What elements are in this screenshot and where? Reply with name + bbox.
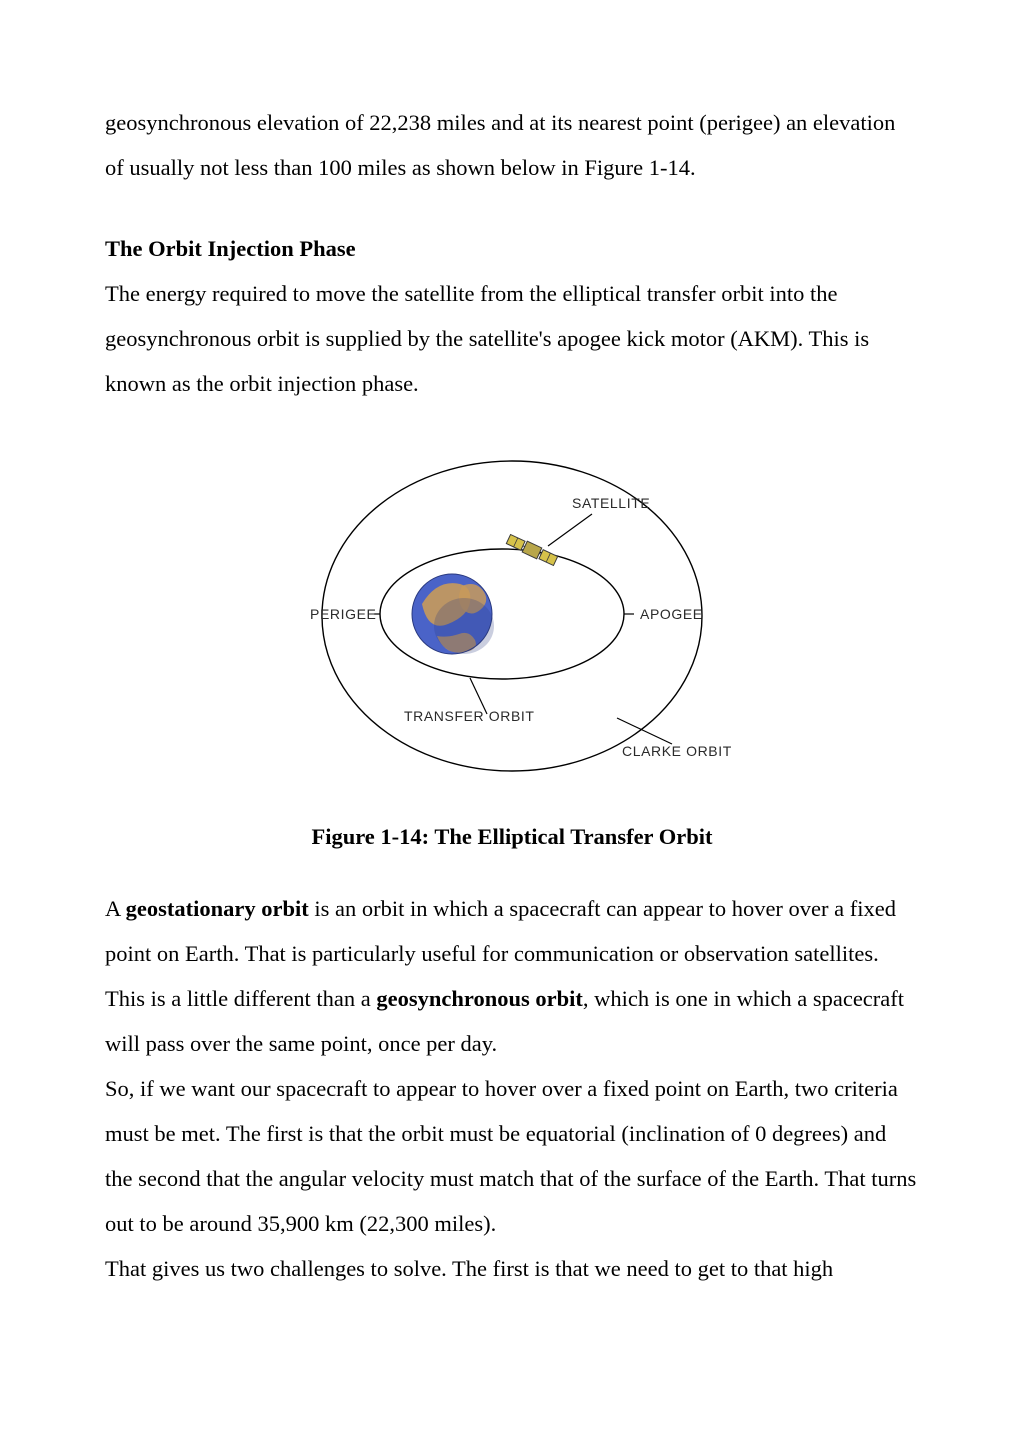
- term-geosynchronous: geosynchronous orbit: [376, 986, 583, 1011]
- section-heading: The Orbit Injection Phase: [105, 226, 919, 271]
- figure-caption: Figure 1-14: The Elliptical Transfer Orb…: [311, 824, 712, 850]
- term-geostationary: geostationary orbit: [126, 896, 309, 921]
- label-apogee: APOGEE: [640, 606, 703, 622]
- label-clarke: CLARKE ORBIT: [622, 743, 732, 759]
- orbit-diagram: SATELLITE APOGEE PERIGEE TRANSFER ORBIT …: [272, 436, 752, 796]
- paragraph-geostationary: A geostationary orbit is an orbit in whi…: [105, 886, 919, 1066]
- earth-icon: [412, 574, 494, 654]
- paragraph-injection: The energy required to move the satellit…: [105, 271, 919, 406]
- page: geosynchronous elevation of 22,238 miles…: [0, 0, 1024, 1449]
- paragraph-challenges: That gives us two challenges to solve. T…: [105, 1246, 919, 1291]
- paragraph-lead: geosynchronous elevation of 22,238 miles…: [105, 100, 919, 190]
- figure-1-14: SATELLITE APOGEE PERIGEE TRANSFER ORBIT …: [105, 436, 919, 850]
- label-transfer: TRANSFER ORBIT: [404, 708, 535, 724]
- text-run: A: [105, 896, 126, 921]
- label-satellite: SATELLITE: [572, 495, 650, 511]
- label-perigee: PERIGEE: [310, 606, 376, 622]
- satellite-icon: [506, 534, 558, 567]
- paragraph-criteria: So, if we want our spacecraft to appear …: [105, 1066, 919, 1246]
